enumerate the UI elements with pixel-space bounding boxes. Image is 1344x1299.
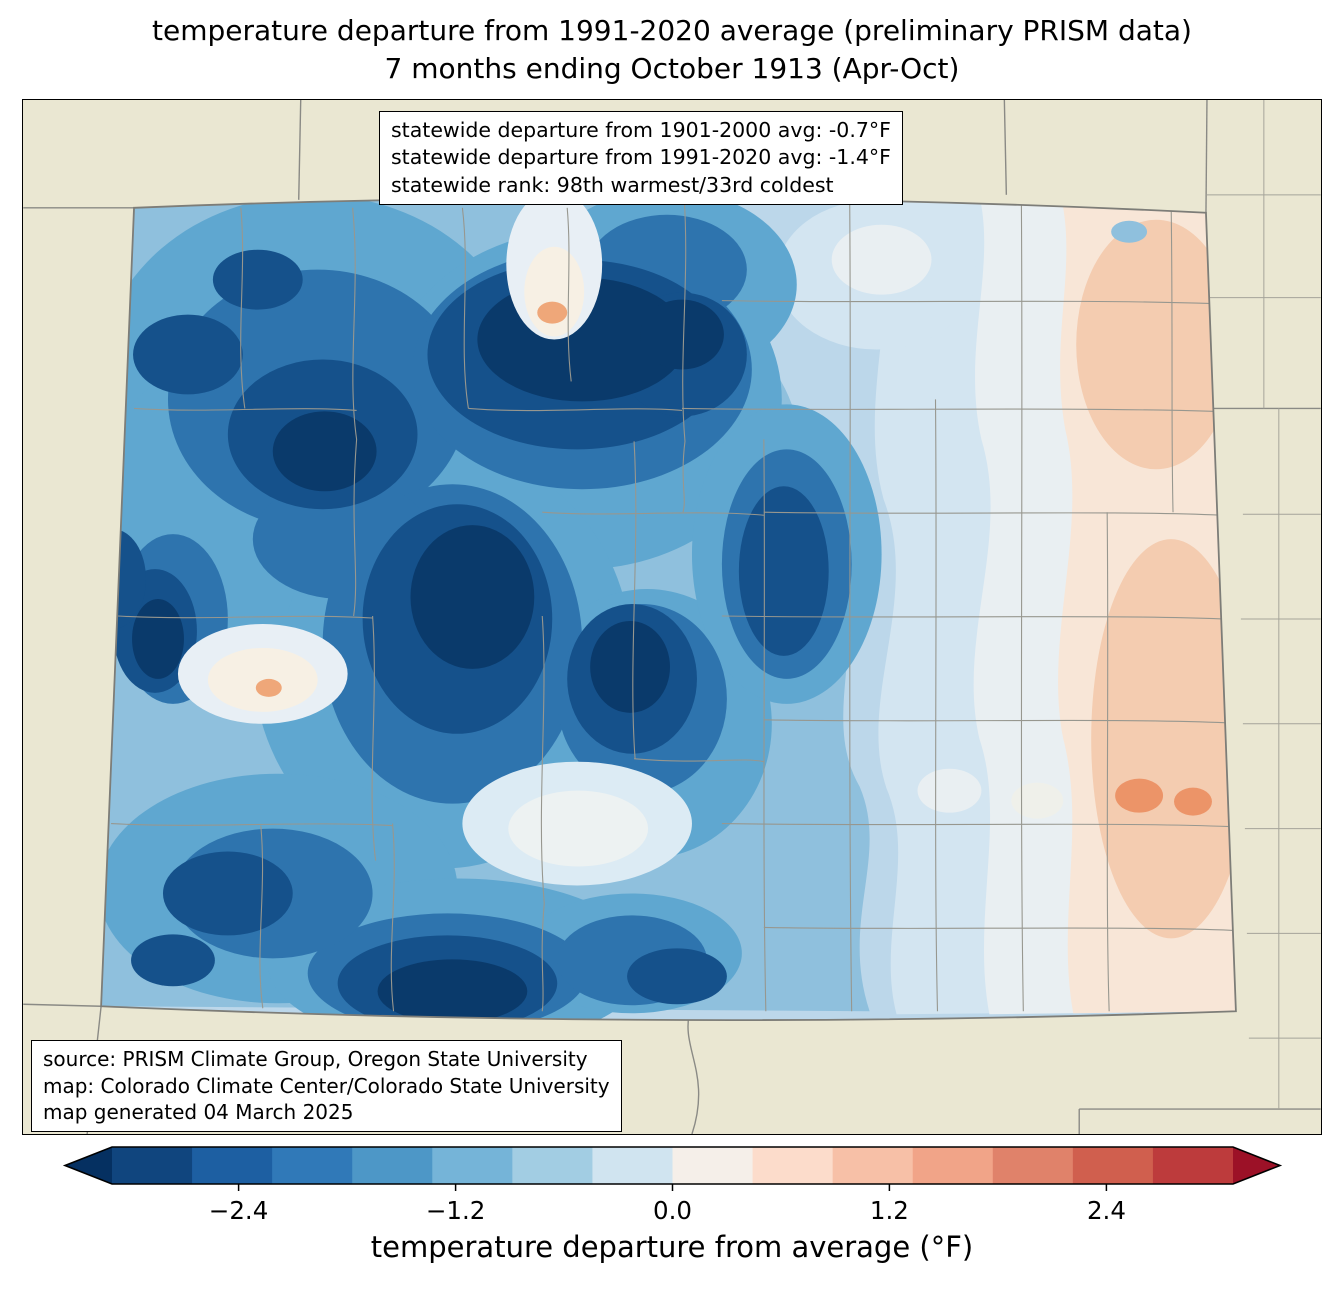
title-line-2: 7 months ending October 1913 (Apr-Oct) [384,51,960,85]
stats-box: statewide departure from 1901-2000 avg: … [379,111,903,205]
source-line-2: map: Colorado Climate Center/Colorado St… [43,1073,610,1098]
warm-anomaly-patches [1076,219,1236,939]
colorbar-tick-marks [237,1184,1108,1191]
source-box: source: PRISM Climate Group, Oregon Stat… [31,1040,622,1132]
colorbar-left-arrow [65,1147,112,1184]
figure-title: temperature departure from 1991-2020 ave… [0,12,1344,87]
source-line-1: source: PRISM Climate Group, Oregon Stat… [43,1047,588,1071]
cool-level-4 [132,277,724,1021]
colorbar-bar [62,1146,1283,1191]
state-fill [101,197,1236,1021]
colorbar-tick-label: 2.4 [1086,1196,1126,1225]
colorbar-outline [62,1146,1283,1185]
colorbar-axis-label: temperature departure from average (°F) [370,1230,974,1264]
colorbar-tick-labels: −2.4 −1.2 0.0 1.2 2.4 [112,1196,1233,1228]
stats-line-1: statewide departure from 1901-2000 avg: … [391,118,891,142]
stats-line-2: statewide departure from 1991-2020 avg: … [391,145,891,170]
colorbar-segments [112,1147,1234,1184]
stats-line-3: statewide rank: 98th warmest/33rd coldes… [391,172,834,197]
colorbar-tick-label: −2.4 [208,1196,269,1225]
colorbar-tick-label: 1.2 [869,1196,909,1225]
map-axes: statewide departure from 1901-2000 avg: … [22,99,1322,1135]
colorbar-tick-label: −1.2 [425,1196,486,1225]
colorbar-tick-label: 0.0 [653,1196,692,1225]
source-line-3: map generated 04 March 2025 [43,1100,354,1125]
county-lines [111,197,1233,1012]
colorbar: −2.4 −1.2 0.0 1.2 2.4 temperature depart… [0,1140,1344,1299]
colorado-map [23,100,1321,1134]
colorbar-right-arrow [1233,1147,1280,1184]
pale-spots [177,197,692,886]
title-line-1: temperature departure from 1991-2020 ave… [152,14,1192,47]
neighbor-county-lines [1206,100,1321,1110]
